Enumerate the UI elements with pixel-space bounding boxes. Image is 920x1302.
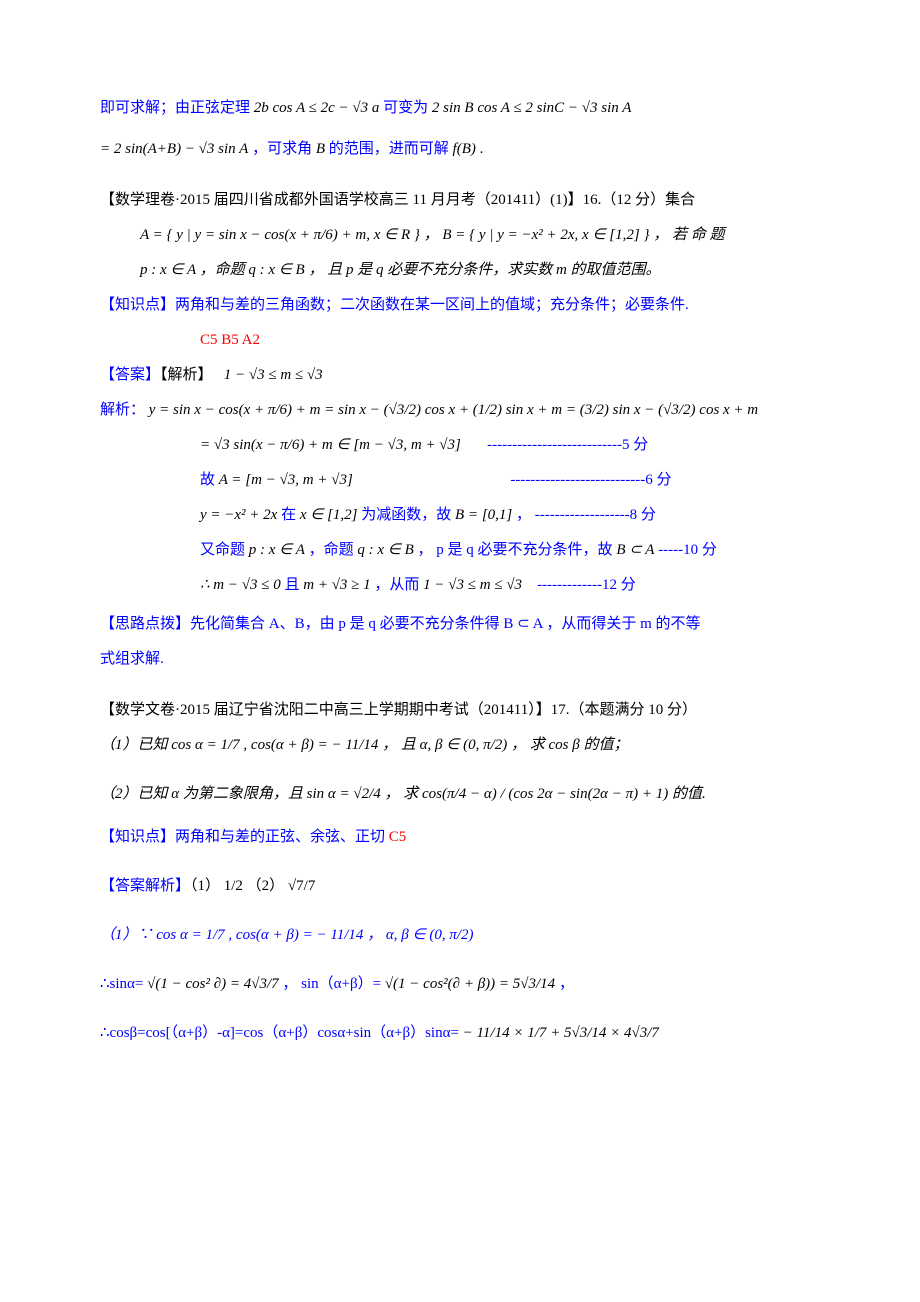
t1: 即可求解；由正弦定理 — [100, 100, 250, 116]
m12e: B = [0,1] — [455, 507, 512, 523]
m2d: f(B) — [453, 141, 476, 157]
d13: -----10 分 — [658, 542, 717, 558]
t15a: 【思路点拨】 — [100, 616, 190, 632]
line-2: = 2 sin(A+B) − √3 sin A ，可求角 B 的范围，进而可解 … — [100, 133, 820, 166]
t15b: 先化简集合 A、B，由 p 是 q 必要不充分条件得 B ⊂ A ，从而得关于 … — [190, 616, 701, 632]
m13b: p : x ∈ A — [249, 542, 305, 558]
t19a: 【知识点】 — [100, 829, 175, 845]
t2a: ，可求角 — [252, 141, 312, 157]
t2e: . — [480, 141, 484, 157]
d10: ---------------------------5 分 — [487, 437, 648, 453]
line-16: 【数学文卷·2015 届辽宁省沈阳二中高三上学期期中考试（201411）】17.… — [100, 694, 820, 727]
t22a: ∴sinα= — [100, 976, 143, 992]
t12b: 在 — [281, 507, 296, 523]
line-18: （2）已知 α 为第二象限角，且 sin α = √2/4 ， 求 cos(π/… — [100, 778, 820, 811]
m22b: √(1 − cos² ∂) = 4√3/7 — [147, 976, 279, 992]
t13a: 又命题 — [200, 542, 245, 558]
line-10: = √3 sin(x − π/6) + m ∈ [m − √3, m + √3]… — [100, 429, 820, 462]
m22d: √(1 − cos²(∂ + β)) = 5√3/14 — [385, 976, 555, 992]
line-15c: 式组求解. — [100, 643, 820, 676]
m2b: B — [316, 141, 325, 157]
m14a: ∴ m − √3 ≤ 0 — [200, 577, 281, 593]
m1: 2b cos A ≤ 2c − √3 a — [254, 100, 380, 116]
t20a: 【答案解析】 — [100, 878, 190, 894]
m8c: 1 − √3 ≤ m ≤ √3 — [224, 367, 323, 383]
m14e: 1 − √3 ≤ m ≤ √3 — [423, 577, 522, 593]
line-5: p : x ∈ A ，命题 q : x ∈ B ， 且 p 是 q 必要不充分条… — [100, 254, 820, 287]
t16: 【数学文卷·2015 届辽宁省沈阳二中高三上学期期中考试（201411）】17.… — [100, 702, 697, 718]
m18: （2）已知 α 为第二象限角，且 sin α = √2/4 ， 求 cos(π/… — [100, 786, 706, 802]
line-9: 解析： y = sin x − cos(x + π/6) + m = sin x… — [100, 394, 820, 427]
m10: = √3 sin(x − π/6) + m ∈ [m − √3, m + √3] — [200, 437, 461, 453]
line-19: 【知识点】两角和与差的正弦、余弦、正切 C5 — [100, 821, 820, 854]
t7: C5 B5 A2 — [200, 332, 260, 348]
t19b: 两角和与差的正弦、余弦、正切 — [175, 829, 385, 845]
d12: -------------------8 分 — [535, 507, 656, 523]
line-23: ∴cosβ=cos[（α+β）-α]=cos（α+β）cosα+sin（α+β）… — [100, 1017, 820, 1050]
t13c: ，命题 — [309, 542, 354, 558]
m12a: y = −x² + 2x — [200, 507, 277, 523]
line-7: C5 B5 A2 — [100, 324, 820, 357]
m9b: y = sin x − cos(x + π/6) + m = sin x − (… — [149, 402, 758, 418]
line-14: ∴ m − √3 ≤ 0 且 m + √3 ≥ 1 ，从而 1 − √3 ≤ m… — [100, 569, 820, 602]
line-8: 【答案】【解析】 1 − √3 ≤ m ≤ √3 — [100, 359, 820, 392]
line-20: 【答案解析】（1） 1/2 （2） √7/7 — [100, 870, 820, 903]
m5: p : x ∈ A ，命题 q : x ∈ B ， 且 p 是 q 必要不充分条… — [140, 262, 661, 278]
t22c: ， sin（α+β）= — [282, 976, 381, 992]
t6b: 两角和与差的三角函数；二次函数在某一区间上的值域；充分条件；必要条件. — [175, 297, 689, 313]
d14: -------------12 分 — [537, 577, 636, 593]
m4: A = { y | y = sin x − cos(x + π/6) + m, … — [140, 227, 724, 243]
t8b: 【解析】 — [160, 367, 213, 383]
t12d: 为减函数，故 — [361, 507, 451, 523]
t9a: 解析： — [100, 402, 145, 418]
t13e: ， p 是 q 必要不充分条件，故 — [418, 542, 613, 558]
m1c: 2 sin B cos A ≤ 2 sinC − √3 sin A — [432, 100, 632, 116]
m13d: q : x ∈ B — [357, 542, 413, 558]
line-21: （1）∵ cos α = 1/7 , cos(α + β) = − 11/14 … — [100, 919, 820, 952]
t2c: 的范围，进而可解 — [329, 141, 449, 157]
t12f: ， — [516, 507, 531, 523]
t19c: C5 — [389, 829, 407, 845]
t23a: ∴cosβ=cos[（α+β）-α]=cos（α+β）cosα+sin（α+β）… — [100, 1025, 459, 1041]
line-12: y = −x² + 2x 在 x ∈ [1,2] 为减函数，故 B = [0,1… — [100, 499, 820, 532]
line-22: ∴sinα= √(1 − cos² ∂) = 4√3/7 ， sin（α+β）=… — [100, 968, 820, 1001]
t6: 【知识点】 — [100, 297, 175, 313]
line-3: 【数学理卷·2015 届四川省成都外国语学校高三 11 月月考（201411）(… — [100, 184, 820, 217]
t3: 【数学理卷·2015 届四川省成都外国语学校高三 11 月月考（201411）(… — [100, 192, 695, 208]
t8a: 【答案】 — [100, 367, 160, 383]
t14d: ，从而 — [374, 577, 419, 593]
m14c: m + √3 ≥ 1 — [303, 577, 370, 593]
t11a: 故 — [200, 472, 215, 488]
m11b: A = [m − √3, m + √3] — [219, 472, 353, 488]
m21: （1）∵ cos α = 1/7 , cos(α + β) = − 11/14 … — [100, 927, 474, 943]
line-6: 【知识点】两角和与差的三角函数；二次函数在某一区间上的值域；充分条件；必要条件. — [100, 289, 820, 322]
line-11: 故 A = [m − √3, m + √3] -----------------… — [100, 464, 820, 497]
line-15: 【思路点拨】先化简集合 A、B，由 p 是 q 必要不充分条件得 B ⊂ A ，… — [100, 608, 820, 641]
line-17: （1）已知 cos α = 1/7 , cos(α + β) = − 11/14… — [100, 729, 820, 762]
line-1: 即可求解；由正弦定理 2b cos A ≤ 2c − √3 a 可变为 2 si… — [100, 92, 820, 125]
d11: ---------------------------6 分 — [510, 472, 671, 488]
t20b: （1） 1/2 （2） √7/7 — [190, 878, 315, 894]
m2: = 2 sin(A+B) − √3 sin A — [100, 141, 248, 157]
line-4: A = { y | y = sin x − cos(x + π/6) + m, … — [100, 219, 820, 252]
m12c: x ∈ [1,2] — [300, 507, 358, 523]
m17: （1）已知 cos α = 1/7 , cos(α + β) = − 11/14… — [100, 737, 628, 753]
t14b: 且 — [284, 577, 299, 593]
m13f: B ⊂ A — [616, 542, 654, 558]
t1b: 可变为 — [383, 100, 428, 116]
m23b: − 11/14 × 1/7 + 5√3/14 × 4√3/7 — [463, 1025, 659, 1041]
t22e: ， — [559, 976, 574, 992]
line-13: 又命题 p : x ∈ A ，命题 q : x ∈ B ， p 是 q 必要不充… — [100, 534, 820, 567]
